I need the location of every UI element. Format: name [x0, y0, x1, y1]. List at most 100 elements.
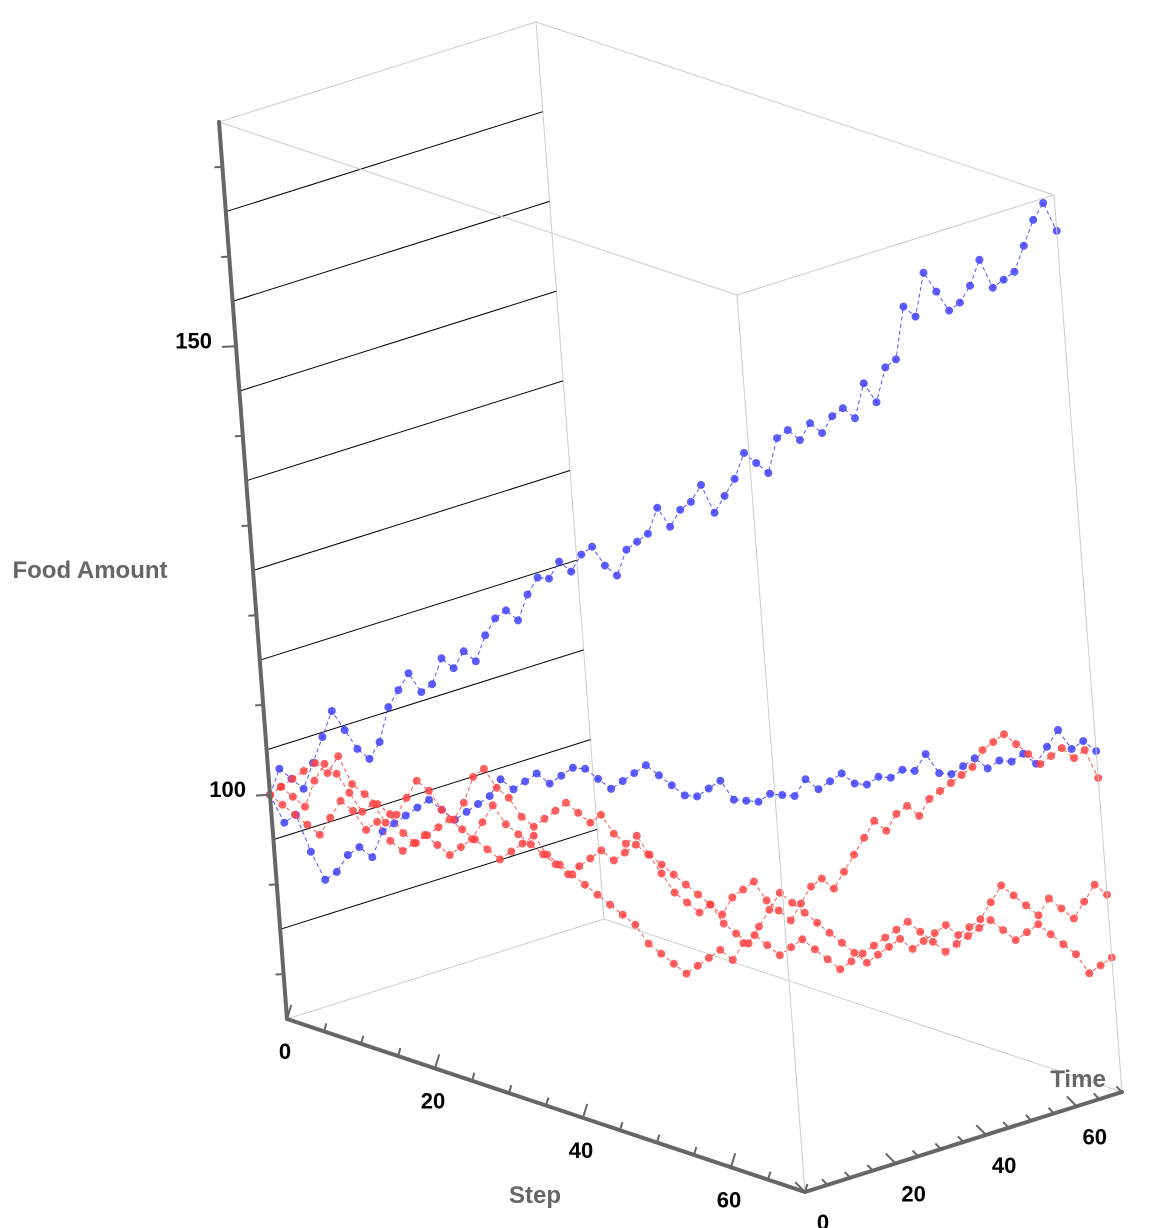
data-point	[1069, 914, 1078, 923]
x-tick	[360, 1035, 365, 1044]
data-point	[523, 590, 532, 599]
data-point	[872, 398, 881, 407]
data-series	[266, 199, 1116, 978]
data-point	[586, 854, 595, 863]
data-point	[740, 449, 748, 457]
data-point	[502, 606, 510, 615]
data-point	[424, 786, 433, 795]
data-point	[469, 772, 478, 781]
z-gridline	[246, 380, 564, 482]
y-tick	[1047, 1107, 1055, 1115]
series-line	[269, 755, 1113, 975]
data-point	[916, 927, 925, 936]
data-point	[850, 948, 859, 957]
data-point	[999, 275, 1008, 284]
data-point	[433, 841, 442, 849]
tick-labels: 0 20 40 60 0 20 40 60 100 150	[175, 328, 1107, 1228]
data-point	[488, 801, 497, 810]
data-point	[683, 898, 692, 907]
y-tick-label: 40	[992, 1153, 1016, 1178]
data-point	[828, 412, 837, 421]
x-tick-label: 0	[279, 1039, 291, 1064]
y-tick	[821, 1178, 829, 1186]
data-point	[413, 803, 422, 812]
data-point	[306, 847, 315, 856]
data-point	[533, 573, 542, 582]
data-point	[343, 851, 352, 859]
data-point	[365, 754, 374, 763]
data-point	[968, 763, 977, 771]
data-point	[504, 793, 513, 802]
series-0	[266, 199, 1061, 799]
data-point	[995, 756, 1004, 765]
x-tick	[508, 1084, 513, 1094]
data-point	[654, 771, 663, 780]
x-tick-label: 20	[421, 1088, 445, 1113]
data-point	[278, 800, 287, 809]
data-point	[562, 798, 570, 807]
y-tick	[957, 1135, 965, 1143]
data-point	[755, 922, 763, 931]
data-point	[492, 783, 501, 792]
data-point	[485, 792, 494, 801]
data-point	[529, 822, 538, 831]
data-point	[594, 774, 603, 783]
data-point	[618, 777, 627, 785]
data-point	[657, 949, 666, 958]
data-point	[911, 312, 920, 321]
data-point	[823, 955, 832, 964]
data-point	[790, 792, 799, 801]
data-point	[686, 497, 695, 506]
x-axis-title: Step	[509, 1182, 561, 1209]
data-point	[310, 776, 319, 785]
data-point	[847, 957, 856, 966]
data-point	[1057, 904, 1066, 913]
data-point	[795, 436, 804, 445]
data-point	[491, 614, 500, 623]
data-point	[1011, 936, 1020, 945]
x-tick	[619, 1121, 624, 1131]
z-gridline	[232, 200, 550, 302]
data-point	[574, 808, 583, 817]
x-tick	[804, 1183, 809, 1193]
data-point	[788, 898, 797, 907]
data-point	[568, 763, 577, 772]
x-tick	[397, 1047, 402, 1057]
data-point	[730, 474, 739, 483]
data-point	[275, 764, 284, 773]
data-point	[983, 764, 992, 773]
data-point	[786, 916, 795, 925]
data-point	[567, 567, 576, 576]
data-point	[1085, 969, 1094, 978]
data-point	[507, 847, 516, 856]
data-point	[1067, 745, 1076, 753]
data-point	[695, 908, 704, 917]
data-point	[840, 867, 848, 876]
data-point	[666, 522, 675, 531]
data-point	[851, 414, 859, 423]
data-point	[859, 379, 868, 388]
data-point	[1054, 726, 1062, 734]
data-point	[764, 469, 773, 477]
data-point	[315, 830, 324, 839]
data-point	[290, 810, 299, 819]
data-point	[526, 840, 535, 849]
data-point	[989, 738, 998, 747]
z-gridline	[252, 470, 571, 571]
z-tick-label: 150	[175, 328, 212, 353]
data-point	[774, 906, 783, 915]
data-point	[976, 915, 985, 924]
data-point	[754, 797, 763, 806]
data-point	[288, 792, 297, 801]
data-point	[1072, 950, 1080, 959]
y-tick	[866, 1164, 874, 1172]
data-point	[873, 950, 882, 959]
data-point	[1047, 752, 1056, 761]
data-point	[539, 850, 548, 859]
data-point	[501, 820, 510, 829]
data-point	[332, 769, 341, 778]
z-gridline	[225, 111, 543, 213]
data-point	[959, 762, 968, 771]
data-point	[966, 281, 974, 290]
data-point	[645, 850, 654, 859]
